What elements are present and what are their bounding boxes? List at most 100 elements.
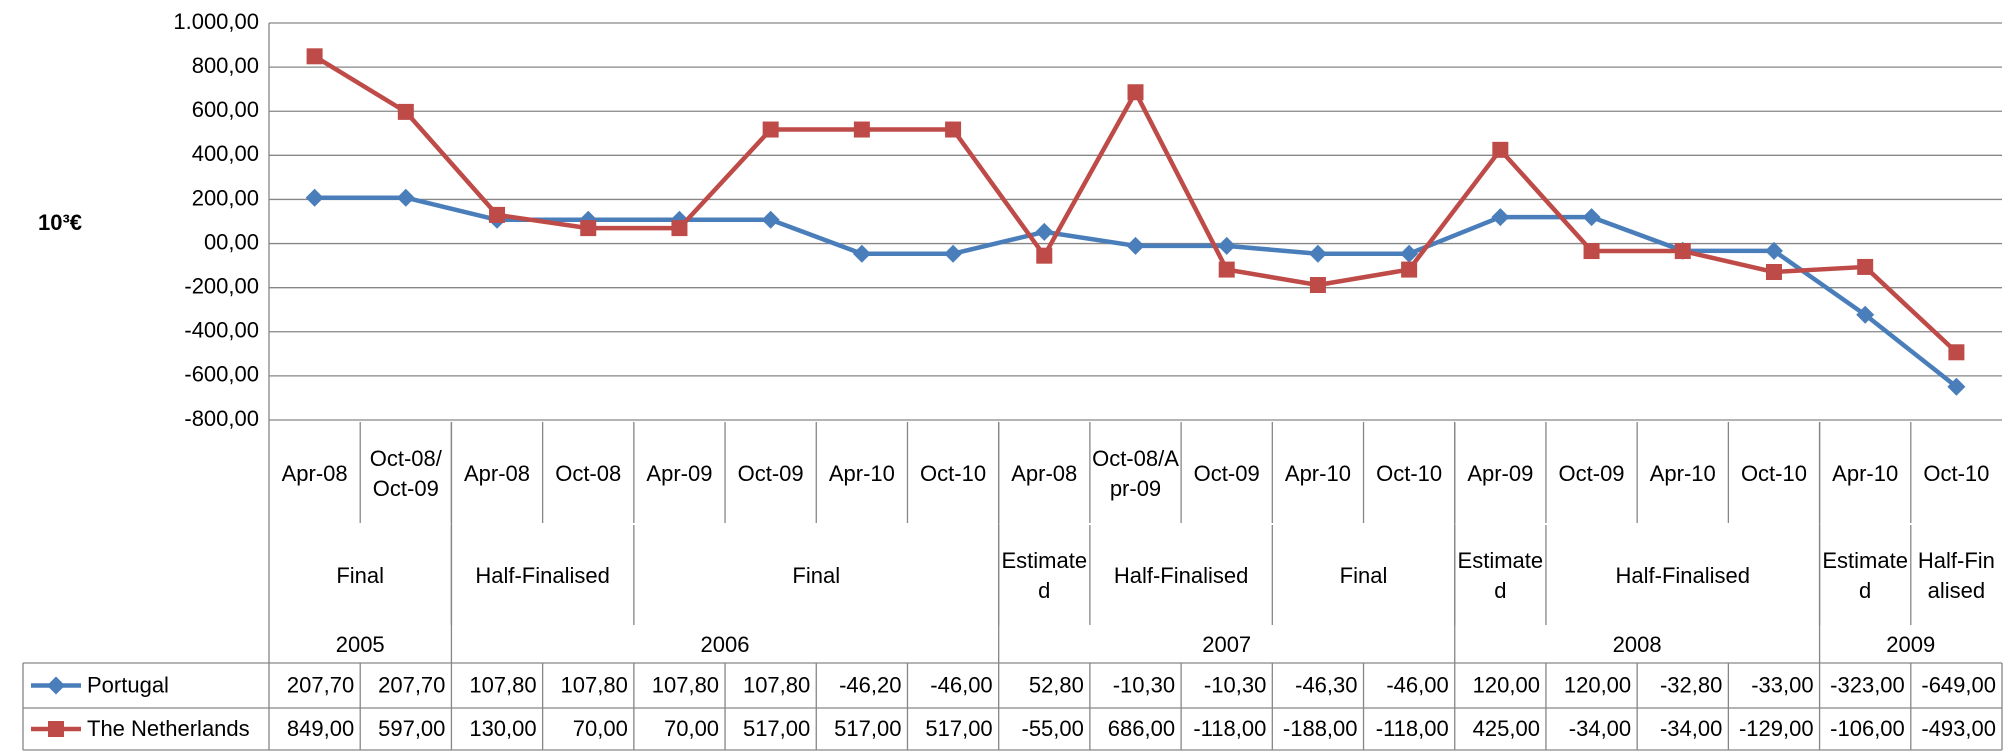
x-tick-label: Apr-09 (1467, 460, 1534, 486)
x-tick-label: Oct-10 (1740, 460, 1807, 486)
x-tick-label: Apr-10 (1284, 460, 1351, 486)
point-marker (1309, 277, 1326, 294)
status-label: Final (336, 563, 385, 588)
point-marker (853, 121, 870, 138)
table-value: 597,00 (378, 716, 445, 741)
legend-label: Portugal (87, 672, 169, 697)
table-value: -10,30 (1113, 672, 1175, 697)
point-marker (671, 220, 688, 237)
status-label: Estimated (1822, 548, 1908, 603)
y-tick-label: -200,00 (184, 273, 259, 298)
y-tick-label: -800,00 (184, 406, 259, 431)
point-marker (1401, 261, 1418, 278)
point-marker (1127, 84, 1144, 101)
x-tick-label: Apr-08 (463, 460, 531, 486)
table-value: 207,70 (378, 672, 445, 697)
point-marker (1218, 261, 1235, 278)
legend-label: The Netherlands (87, 716, 250, 741)
point-marker (762, 121, 779, 138)
point-marker (1856, 305, 1875, 324)
table-value: -34,00 (1660, 716, 1722, 741)
x-tick-label: Apr-09 (646, 460, 713, 486)
table-value: 107,80 (743, 672, 810, 697)
status-label: Half-Finalised (1113, 563, 1249, 588)
table-value: 52,80 (1029, 672, 1084, 697)
x-tick-label: Oct-10 (920, 460, 987, 486)
table-value: -34,00 (1569, 716, 1631, 741)
point-marker (1857, 258, 1874, 275)
table-value: 120,00 (1564, 672, 1631, 697)
x-tick-label: Oct-10 (1923, 460, 1990, 486)
y-axis-label: 10³€ (38, 210, 82, 235)
point-marker (1400, 244, 1419, 263)
series-line (313, 54, 1958, 354)
table-value: -10,30 (1204, 672, 1266, 697)
y-tick-label: 200,00 (192, 185, 259, 210)
table-value: 207,70 (287, 672, 354, 697)
table-value: -33,00 (1751, 672, 1813, 697)
year-label: 2006 (700, 632, 750, 657)
x-tick-label: Apr-08 (1011, 460, 1078, 486)
point-marker (306, 48, 323, 65)
table-value: -46,20 (839, 672, 901, 697)
x-tick-label: Oct-08 (555, 460, 622, 486)
table-value: 70,00 (664, 716, 719, 741)
y-tick-label: 800,00 (192, 53, 259, 78)
y-tick-label: -600,00 (184, 362, 259, 387)
table-value: 517,00 (925, 716, 992, 741)
status-label: Final (792, 563, 841, 588)
x-tick-label: Oct-09 (1193, 460, 1260, 486)
table-value: -129,00 (1739, 716, 1814, 741)
point-marker (944, 244, 963, 263)
point-marker (1582, 208, 1601, 227)
table-value: -323,00 (1830, 672, 1905, 697)
y-tick-label: 1.000,00 (173, 9, 259, 34)
point-marker (580, 220, 597, 237)
y-tick-label: 00,00 (204, 229, 259, 254)
table-value: 517,00 (834, 716, 901, 741)
x-tick-label: Oct-09 (1558, 460, 1625, 486)
table-value: -188,00 (1283, 716, 1358, 741)
table-value: 517,00 (743, 716, 810, 741)
point-marker (1583, 243, 1600, 260)
x-tick-label: Oct-08/Apr-09 (1092, 445, 1179, 501)
point-marker (1492, 141, 1509, 158)
table-value: 120,00 (1473, 672, 1540, 697)
table-value: -118,00 (1193, 716, 1266, 741)
legend-marker (48, 721, 64, 737)
table-value: 686,00 (1108, 716, 1175, 741)
point-marker (1308, 244, 1327, 263)
x-tick-label: Apr-10 (828, 460, 895, 486)
x-tick-label: Apr-10 (1832, 460, 1899, 486)
point-marker (852, 244, 871, 263)
status-label: Estimated (1457, 548, 1544, 603)
status-label: Half-Finalised (1615, 563, 1751, 588)
point-marker (1217, 236, 1236, 255)
table-value: -46,00 (930, 672, 992, 697)
table-value: 425,00 (1473, 716, 1540, 741)
table-value: -649,00 (1921, 672, 1996, 697)
y-tick-label: 600,00 (192, 97, 259, 122)
point-marker (1491, 208, 1510, 227)
x-tick-label: Oct-09 (737, 460, 804, 486)
point-marker (1765, 264, 1782, 281)
point-marker (945, 121, 962, 138)
point-marker (1764, 241, 1783, 260)
table-value: 130,00 (469, 716, 536, 741)
point-marker (305, 188, 324, 207)
year-label: 2009 (1886, 632, 1936, 657)
point-marker (396, 188, 415, 207)
status-label: Half-Finalised (1917, 548, 1995, 603)
table-value: 107,80 (469, 672, 536, 697)
point-marker (761, 210, 780, 229)
table-value: 107,80 (652, 672, 719, 697)
legend-marker (47, 676, 65, 695)
status-label: Estimated (1001, 548, 1088, 603)
table-value: -118,00 (1376, 716, 1449, 741)
status-label: Final (1339, 563, 1388, 588)
table-value: 849,00 (287, 716, 354, 741)
table-value: -55,00 (1022, 716, 1084, 741)
point-marker (1126, 236, 1145, 255)
